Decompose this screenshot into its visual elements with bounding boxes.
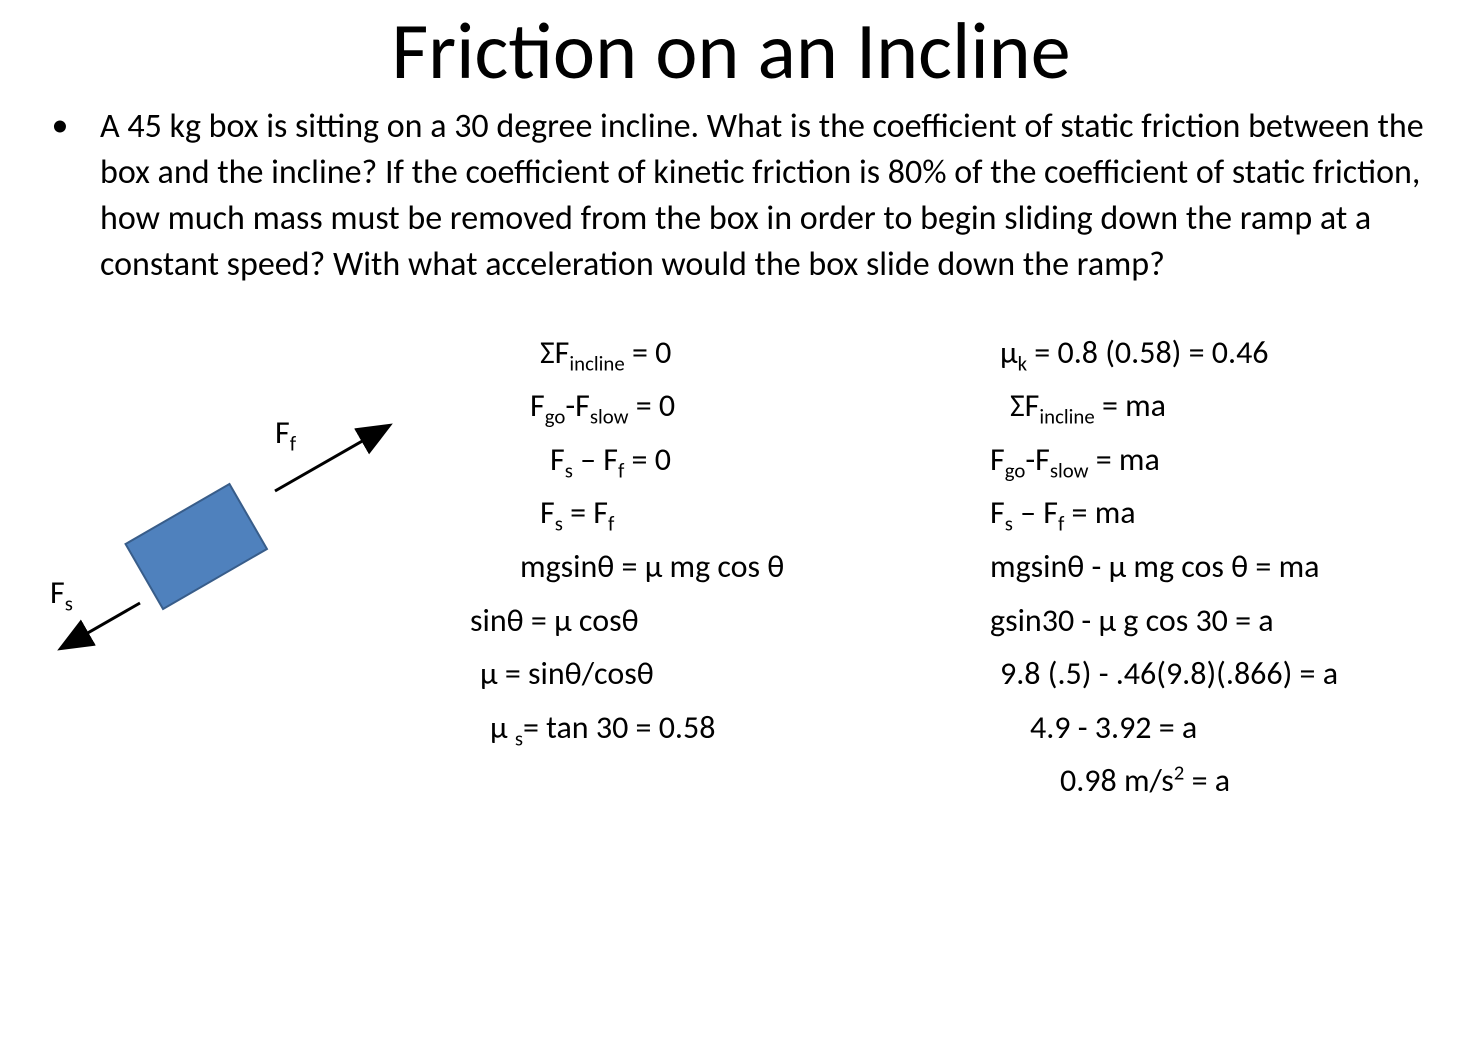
equation-line: ΣFincline = 0: [450, 328, 930, 378]
problem-text: A 45 kg box is sitting on a 30 degree in…: [100, 104, 1432, 288]
work-area: Ff Fs ΣFincline = 0Fgo-Fslow = 0Fs – Ff …: [30, 308, 1432, 928]
equation-line: Fgo-Fslow = ma: [990, 435, 1462, 485]
equation-line: Fs – Ff = ma: [990, 488, 1462, 538]
equation-line: Fgo-Fslow = 0: [450, 381, 930, 431]
equation-line: mgsinθ - μ mg cos θ = ma: [990, 542, 1462, 592]
label-fs-sub: s: [65, 590, 73, 616]
equations-right: μk = 0.8 (0.58) = 0.46ΣFincline = maFgo-…: [990, 328, 1462, 810]
bullet-marker: •: [30, 104, 100, 148]
equation-line: Fs – Ff = 0: [450, 435, 930, 485]
equation-line: 9.8 (.5) - .46(9.8)(.866) = a: [990, 649, 1462, 699]
equations-left: ΣFincline = 0Fgo-Fslow = 0Fs – Ff = 0Fs …: [450, 328, 930, 757]
slide: Friction on an Incline • A 45 kg box is …: [0, 0, 1462, 1045]
equation-line: sinθ = μ cosθ: [450, 596, 930, 646]
equation-line: mgsinθ = μ mg cos θ: [450, 542, 930, 592]
equation-line: gsin30 - μ g cos 30 = a: [990, 596, 1462, 646]
box-shape: [126, 484, 267, 609]
label-fs: Fs: [50, 573, 73, 612]
label-ff-sub: f: [290, 430, 296, 456]
equation-line: μ s= tan 30 = 0.58: [450, 703, 930, 753]
label-ff: Ff: [275, 413, 296, 452]
equation-line: ΣFincline = ma: [990, 381, 1462, 431]
equation-line: μ = sinθ/cosθ: [450, 649, 930, 699]
label-fs-main: F: [50, 573, 65, 612]
equation-line: 4.9 - 3.92 = a: [990, 703, 1462, 753]
incline-diagram: Ff Fs: [50, 378, 430, 698]
problem-row: • A 45 kg box is sitting on a 30 degree …: [30, 104, 1432, 288]
label-ff-main: F: [275, 413, 290, 452]
arrow-fs: [65, 603, 140, 646]
equation-line: Fs = Ff: [450, 488, 930, 538]
diagram-svg: [50, 378, 430, 698]
equation-line: 0.98 m/s2 = a: [990, 756, 1462, 806]
slide-title: Friction on an Incline: [30, 10, 1432, 94]
equation-line: μk = 0.8 (0.58) = 0.46: [990, 328, 1462, 378]
